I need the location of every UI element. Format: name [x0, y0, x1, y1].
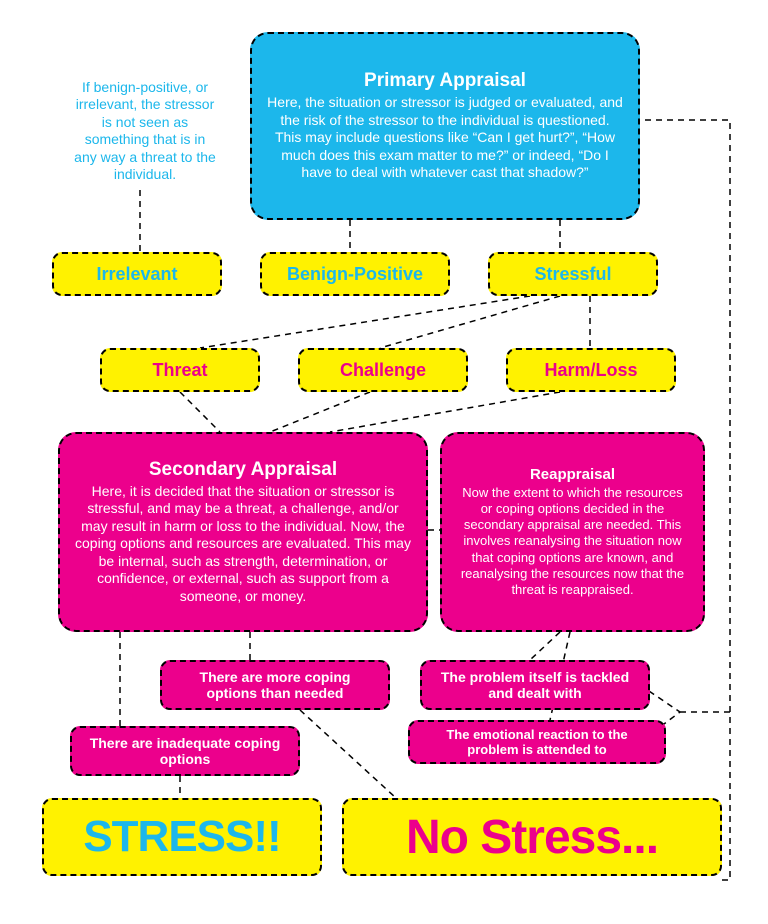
- nostress-outcome-box: No Stress...: [342, 798, 722, 876]
- irrelevant-box: Irrelevant: [52, 252, 222, 296]
- secondary-body: Here, it is decided that the situation o…: [74, 483, 412, 606]
- secondary-title: Secondary Appraisal: [149, 459, 337, 481]
- stress-outcome-box: STRESS!!: [42, 798, 322, 876]
- threat-label: Threat: [152, 360, 207, 381]
- threat-box: Threat: [100, 348, 260, 392]
- primary-title: Primary Appraisal: [364, 70, 526, 92]
- challenge-label: Challenge: [340, 360, 426, 381]
- nostress-label: No Stress...: [406, 810, 658, 865]
- problem-tackled-box: The problem itself is tackled and dealt …: [420, 660, 650, 710]
- problem-tackled-label: The problem itself is tackled and dealt …: [436, 669, 634, 701]
- benign-note-text: If benign-positive, or irrelevant, the s…: [74, 79, 216, 184]
- inadequate-label: There are inadequate coping options: [86, 735, 284, 767]
- reappraisal-box: Reappraisal Now the extent to which the …: [440, 432, 705, 632]
- emotional-reaction-box: The emotional reaction to the problem is…: [408, 720, 666, 764]
- more-coping-label: There are more coping options than neede…: [176, 669, 374, 701]
- irrelevant-label: Irrelevant: [96, 264, 177, 285]
- harmloss-box: Harm/Loss: [506, 348, 676, 392]
- primary-body: Here, the situation or stressor is judge…: [266, 94, 624, 182]
- harmloss-label: Harm/Loss: [544, 360, 637, 381]
- secondary-appraisal-box: Secondary Appraisal Here, it is decided …: [58, 432, 428, 632]
- benign-note: If benign-positive, or irrelevant, the s…: [60, 70, 230, 190]
- stressful-box: Stressful: [488, 252, 658, 296]
- reappraisal-body: Now the extent to which the resources or…: [456, 485, 689, 599]
- more-coping-box: There are more coping options than neede…: [160, 660, 390, 710]
- benign-label: Benign-Positive: [287, 264, 423, 285]
- stress-label: STRESS!!: [83, 812, 280, 862]
- challenge-box: Challenge: [298, 348, 468, 392]
- primary-appraisal-box: Primary Appraisal Here, the situation or…: [250, 32, 640, 220]
- stressful-label: Stressful: [534, 264, 611, 285]
- inadequate-coping-box: There are inadequate coping options: [70, 726, 300, 776]
- emotional-label: The emotional reaction to the problem is…: [424, 727, 650, 757]
- benign-positive-box: Benign-Positive: [260, 252, 450, 296]
- reappraisal-title: Reappraisal: [530, 466, 615, 483]
